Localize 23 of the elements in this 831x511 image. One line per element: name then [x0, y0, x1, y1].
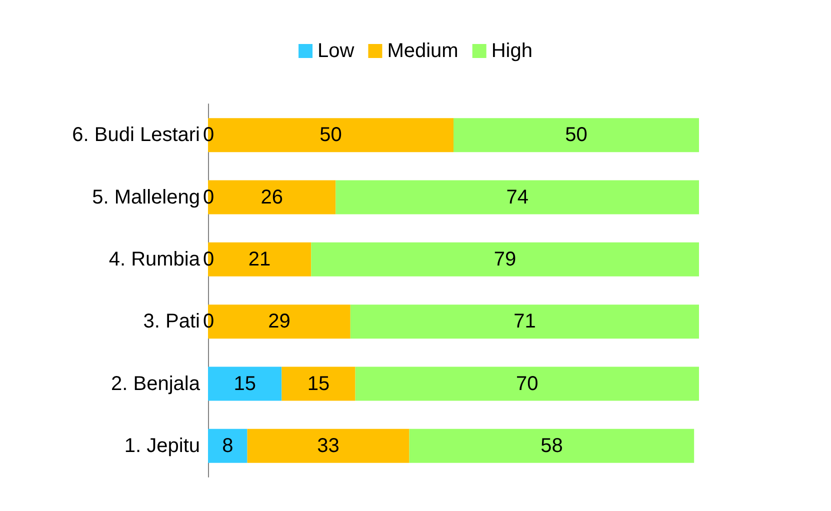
data-label: 15	[234, 372, 256, 395]
y-tick-label: 6. Budi Lestari	[72, 124, 200, 146]
data-label: 21	[248, 248, 271, 270]
data-label: 50	[565, 124, 588, 146]
data-label: 74	[506, 186, 528, 208]
legend-label: High	[491, 40, 532, 62]
data-label: 29	[268, 310, 290, 333]
legend-label: Medium	[387, 40, 458, 62]
y-tick-label: 5. Malleleng	[92, 186, 200, 208]
y-tick-label: 3. Pati	[143, 310, 200, 333]
y-tick-label: 4. Rumbia	[108, 248, 201, 270]
data-label: 70	[516, 372, 538, 395]
legend-label: Low	[318, 40, 355, 62]
data-label: 15	[307, 372, 330, 395]
y-tick-label: 2. Benjala	[111, 372, 201, 395]
data-label: 79	[494, 248, 516, 270]
y-tick-label: 1. Jepitu	[124, 434, 200, 457]
data-label: 33	[317, 434, 340, 457]
data-label: 50	[320, 124, 342, 146]
data-label: 26	[260, 186, 283, 208]
data-label: 8	[222, 434, 234, 457]
data-label: 58	[540, 434, 563, 457]
data-label: 71	[514, 310, 536, 333]
